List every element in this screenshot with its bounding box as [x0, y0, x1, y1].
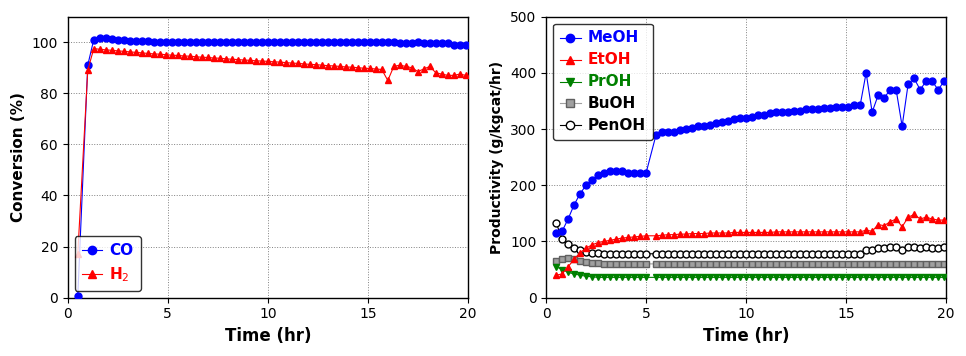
H$_2$ [172, 53, 184, 58]
EtOH [884, 220, 895, 224]
BuOH [896, 262, 908, 266]
MeOH [640, 171, 652, 175]
Y-axis label: Conversion (%): Conversion (%) [12, 92, 26, 222]
CO [280, 40, 292, 44]
BuOH [728, 262, 740, 266]
PrOH [551, 265, 562, 269]
Line: MeOH: MeOH [553, 69, 948, 236]
PrOH [758, 275, 770, 279]
BuOH [938, 262, 950, 266]
H$_2$ [196, 55, 208, 59]
H$_2$ [72, 252, 84, 256]
PenOH [891, 245, 902, 249]
MeOH [753, 113, 764, 117]
Legend: MeOH, EtOH, PrOH, BuOH, PenOH: MeOH, EtOH, PrOH, BuOH, PenOH [554, 23, 653, 140]
MeOH [938, 79, 950, 83]
PenOH [723, 252, 734, 256]
CO [448, 43, 460, 47]
MeOH [861, 71, 872, 75]
BuOH [562, 256, 574, 260]
EtOH [938, 218, 950, 222]
Line: H$_2$: H$_2$ [74, 45, 469, 258]
BuOH [764, 262, 776, 266]
Line: PrOH: PrOH [553, 263, 948, 281]
PrOH [650, 275, 662, 279]
CO [72, 294, 84, 298]
PrOH [592, 275, 604, 279]
X-axis label: Time (hr): Time (hr) [703, 327, 789, 345]
CO [460, 43, 471, 47]
PenOH [650, 252, 662, 256]
BuOH [926, 262, 938, 266]
PenOH [551, 221, 562, 225]
PrOH [891, 275, 902, 279]
MeOH [717, 120, 728, 124]
H$_2$ [280, 61, 292, 65]
PenOH [758, 252, 770, 256]
PrOH [674, 275, 686, 279]
H$_2$ [448, 73, 460, 78]
EtOH [908, 212, 920, 216]
H$_2$ [244, 58, 256, 62]
H$_2$ [460, 73, 471, 78]
BuOH [551, 259, 562, 263]
CO [94, 36, 105, 41]
PrOH [723, 275, 734, 279]
MeOH [668, 130, 680, 134]
EtOH [668, 232, 680, 237]
EtOH [717, 231, 728, 235]
CO [196, 40, 208, 44]
BuOH [680, 262, 692, 266]
CO [412, 40, 424, 44]
MeOH [891, 88, 902, 92]
Line: EtOH: EtOH [553, 211, 948, 279]
Y-axis label: Productivity (g/kgcat/hr): Productivity (g/kgcat/hr) [491, 61, 504, 254]
H$_2$ [88, 46, 99, 51]
PenOH [598, 252, 610, 256]
X-axis label: Time (hr): Time (hr) [224, 327, 311, 345]
EtOH [926, 217, 938, 221]
BuOH [656, 262, 668, 266]
Legend: CO, H$_2$: CO, H$_2$ [74, 236, 140, 290]
H$_2$ [412, 69, 424, 74]
PenOH [926, 246, 938, 250]
PrOH [926, 275, 938, 279]
Line: CO: CO [74, 35, 469, 300]
Line: BuOH: BuOH [553, 255, 948, 267]
CO [172, 40, 184, 44]
PrOH [938, 275, 950, 279]
MeOH [551, 231, 562, 235]
CO [244, 40, 256, 44]
EtOH [640, 234, 652, 238]
BuOH [598, 262, 610, 266]
PenOH [938, 245, 950, 249]
Line: PenOH: PenOH [553, 219, 948, 257]
EtOH [753, 230, 764, 235]
EtOH [551, 273, 562, 277]
MeOH [926, 79, 938, 83]
PenOH [674, 252, 686, 256]
